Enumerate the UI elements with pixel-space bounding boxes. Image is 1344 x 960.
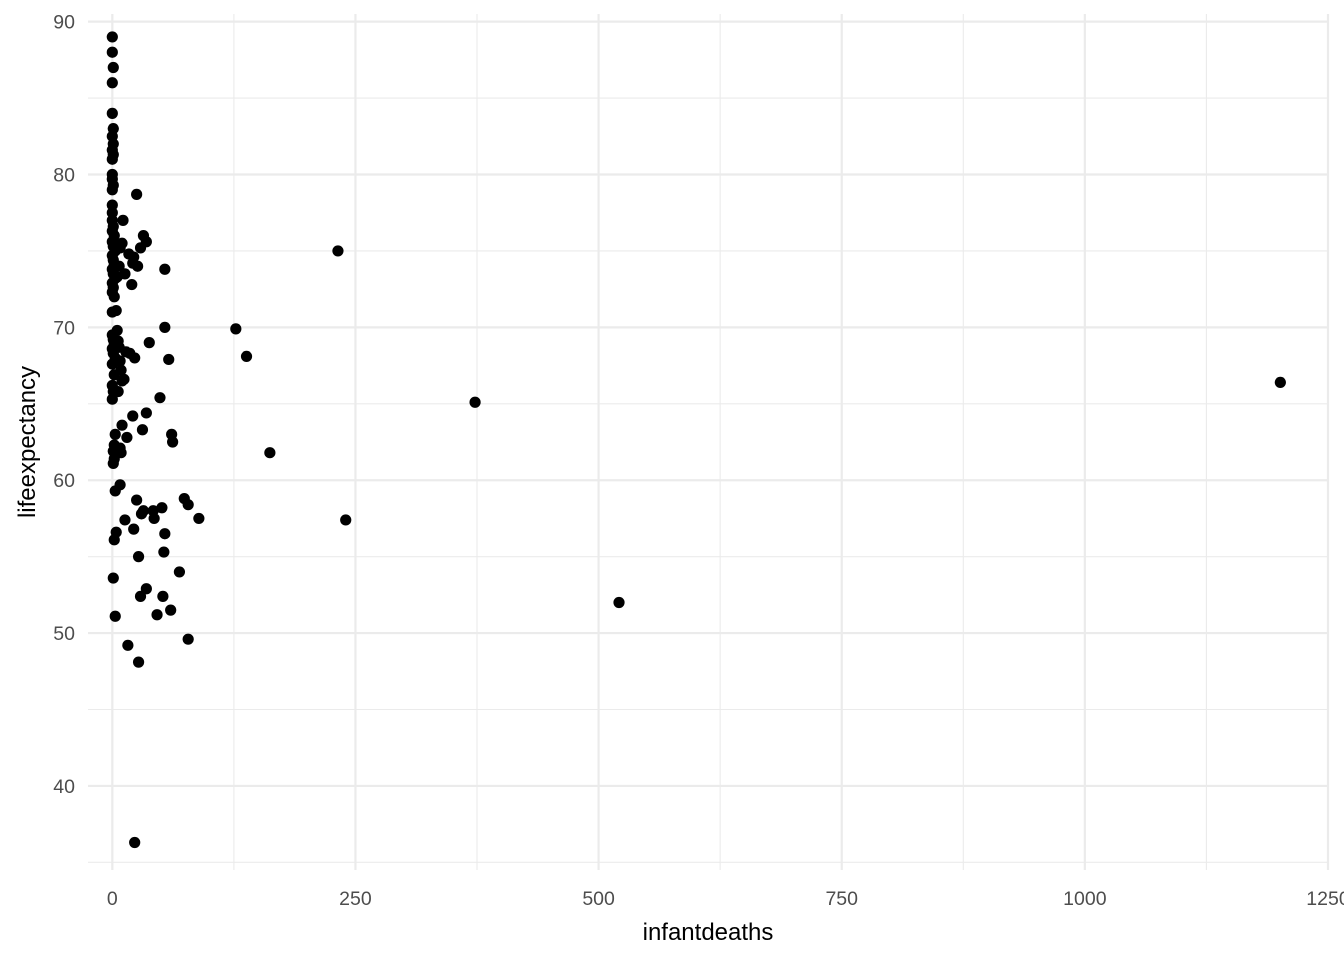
data-point-85 bbox=[140, 236, 152, 248]
x-tick-label-2: 500 bbox=[582, 888, 615, 910]
data-point-60 bbox=[114, 355, 126, 367]
y-axis-title: lifeexpectancy bbox=[14, 366, 41, 518]
data-point-66 bbox=[115, 447, 127, 459]
data-point-1 bbox=[106, 46, 118, 58]
data-point-111 bbox=[182, 499, 194, 511]
data-point-122 bbox=[230, 323, 242, 335]
data-point-123 bbox=[240, 350, 253, 362]
data-point-89 bbox=[132, 260, 144, 272]
minor-gridlines bbox=[88, 14, 1328, 870]
data-point-76 bbox=[117, 214, 129, 226]
data-point-121 bbox=[129, 836, 141, 849]
data-point-104 bbox=[148, 512, 160, 525]
y-tick-label-5: 90 bbox=[53, 12, 75, 34]
x-tick-label-5: 1250 bbox=[1306, 888, 1344, 910]
data-point-114 bbox=[134, 590, 147, 602]
data-point-69 bbox=[118, 373, 130, 385]
data-point-117 bbox=[151, 609, 163, 621]
data-point-75 bbox=[116, 237, 128, 249]
data-point-79 bbox=[126, 278, 138, 291]
data-point-0 bbox=[106, 31, 118, 43]
data-point-128 bbox=[613, 596, 625, 609]
data-point-2 bbox=[107, 61, 119, 74]
data-point-126 bbox=[340, 514, 352, 526]
x-tick-label-3: 750 bbox=[825, 888, 858, 910]
data-point-92 bbox=[163, 353, 175, 366]
data-point-57 bbox=[111, 324, 123, 337]
data-point-118 bbox=[122, 639, 134, 651]
data-point-77 bbox=[119, 268, 131, 280]
y-tick-label-2: 60 bbox=[53, 470, 75, 492]
data-point-33 bbox=[108, 291, 120, 303]
y-axis-tick-labels: 40 50 60 70 80 90 bbox=[53, 12, 75, 798]
y-tick-label-0: 40 bbox=[53, 776, 75, 798]
data-point-70 bbox=[121, 431, 133, 444]
data-point-46 bbox=[106, 393, 118, 405]
data-point-108 bbox=[158, 546, 170, 558]
data-point-51 bbox=[107, 457, 119, 469]
x-tick-label-0: 0 bbox=[107, 888, 118, 910]
data-point-82 bbox=[131, 188, 143, 200]
data-point-101 bbox=[137, 505, 150, 517]
data-point-73 bbox=[113, 260, 125, 272]
data-point-67 bbox=[114, 479, 126, 491]
data-point-3 bbox=[106, 77, 118, 89]
data-point-107 bbox=[132, 551, 145, 563]
data-point-14 bbox=[106, 184, 118, 196]
x-tick-label-1: 250 bbox=[339, 888, 372, 910]
data-point-125 bbox=[332, 245, 344, 257]
data-point-113 bbox=[140, 583, 152, 595]
data-point-63 bbox=[112, 385, 124, 398]
data-point-93 bbox=[154, 392, 166, 404]
y-tick-label-3: 70 bbox=[53, 317, 75, 339]
data-point-94 bbox=[140, 407, 152, 419]
x-tick-label-4: 1000 bbox=[1063, 888, 1107, 910]
data-point-105 bbox=[128, 523, 140, 535]
data-point-64 bbox=[116, 419, 128, 431]
data-point-10 bbox=[106, 153, 118, 165]
data-point-90 bbox=[159, 263, 171, 275]
data-point-81 bbox=[128, 251, 140, 263]
y-tick-label-4: 80 bbox=[53, 165, 75, 187]
data-point-119 bbox=[182, 633, 194, 645]
data-point-99 bbox=[131, 494, 143, 506]
data-point-124 bbox=[264, 447, 276, 459]
data-point-115 bbox=[157, 590, 169, 602]
data-point-56 bbox=[109, 610, 121, 622]
major-gridlines bbox=[88, 14, 1330, 870]
x-axis-tick-labels: 0 250 500 750 1000 1250 bbox=[107, 888, 1344, 910]
data-point-95 bbox=[127, 410, 139, 422]
data-point-106 bbox=[159, 528, 171, 540]
data-point-47 bbox=[109, 428, 121, 440]
data-point-35 bbox=[110, 304, 122, 317]
y-tick-label-1: 50 bbox=[53, 623, 75, 645]
data-point-87 bbox=[129, 352, 141, 364]
data-point-55 bbox=[107, 572, 119, 584]
data-point-120 bbox=[132, 656, 145, 668]
data-point-54 bbox=[108, 534, 120, 546]
data-point-4 bbox=[106, 107, 118, 119]
data-point-103 bbox=[156, 502, 168, 514]
data-point-88 bbox=[143, 337, 155, 349]
data-point-109 bbox=[173, 566, 186, 578]
data-point-129 bbox=[1274, 376, 1286, 388]
data-point-61 bbox=[115, 364, 127, 376]
data-point-116 bbox=[165, 604, 177, 616]
x-axis-title: infantdeaths bbox=[643, 919, 774, 946]
data-points bbox=[106, 31, 1286, 849]
data-point-96 bbox=[136, 424, 149, 436]
data-point-68 bbox=[119, 514, 131, 526]
data-point-127 bbox=[469, 396, 481, 408]
data-point-112 bbox=[193, 512, 205, 525]
data-point-98 bbox=[167, 436, 179, 448]
data-point-91 bbox=[159, 321, 171, 333]
